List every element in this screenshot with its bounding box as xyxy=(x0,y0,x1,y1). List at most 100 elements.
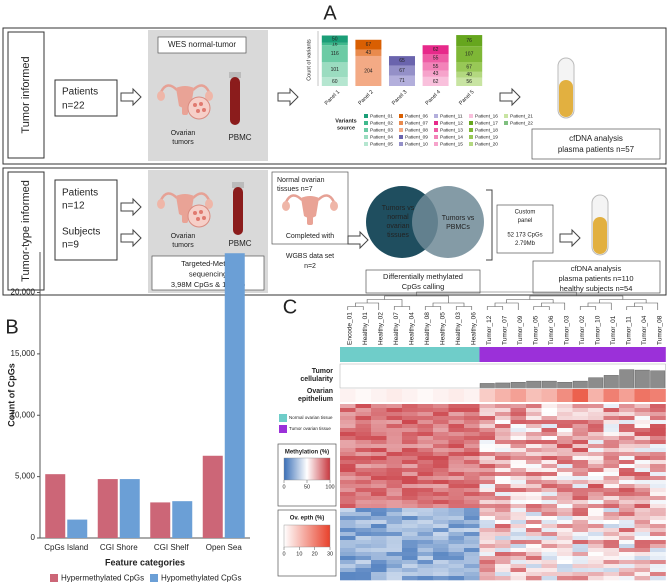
heatmap-cell xyxy=(541,540,558,545)
heatmap-cell xyxy=(386,428,403,433)
heatmap-cell xyxy=(619,444,635,449)
heatmap-cell xyxy=(433,440,449,445)
heatmap-cell xyxy=(588,476,604,481)
heatmap-cell xyxy=(572,436,589,441)
heatmap-cell xyxy=(433,548,449,553)
heatmap-cell xyxy=(355,476,372,481)
heatmap-cell xyxy=(650,428,666,433)
heatmap-cell xyxy=(526,488,542,493)
heatmap-cell xyxy=(572,532,589,537)
heatmap-cell xyxy=(510,508,527,513)
heatmap-cell xyxy=(603,476,620,481)
legend-label: Patient_09 xyxy=(405,134,428,140)
heatmap-cell xyxy=(355,504,372,509)
epithelium-cell xyxy=(510,389,527,402)
label: panel xyxy=(518,218,533,224)
heatmap-cell xyxy=(557,412,573,417)
heatmap-cell xyxy=(464,548,480,553)
heatmap-cell xyxy=(588,564,604,569)
heatmap-cell xyxy=(402,496,418,501)
heatmap-cell xyxy=(588,508,604,513)
heatmap-cell xyxy=(448,572,465,577)
heatmap-cell xyxy=(510,564,527,569)
heatmap-cell xyxy=(371,556,387,561)
heatmap-cell xyxy=(603,548,620,553)
bar-segment xyxy=(422,54,449,63)
heatmap-cell xyxy=(448,444,465,449)
plasma-tube xyxy=(591,194,609,256)
bar-segment xyxy=(321,35,348,43)
heatmap-cell xyxy=(650,560,666,565)
x-tick-label: CGI Shore xyxy=(100,543,138,552)
heatmap-cell xyxy=(634,412,651,417)
heatmap-cell xyxy=(464,504,480,509)
heatmap-cell xyxy=(572,512,589,517)
heatmap-cell xyxy=(448,504,465,509)
heatmap-cell xyxy=(371,408,387,413)
heatmap-cell xyxy=(650,488,666,493)
heatmap-cell xyxy=(603,432,620,437)
heatmap-cell xyxy=(650,452,666,457)
heatmap-cell xyxy=(433,500,449,505)
heatmap-cell xyxy=(619,480,635,485)
heatmap-cell xyxy=(557,532,573,537)
heatmap-cell xyxy=(619,512,635,517)
label: n=2 xyxy=(304,263,316,270)
heatmap-cell xyxy=(510,568,527,573)
heatmap-cell xyxy=(541,472,558,477)
heatmap-cell xyxy=(495,556,511,561)
heatmap-cell xyxy=(495,492,511,497)
heatmap-cell xyxy=(386,476,403,481)
dendrogram xyxy=(579,306,597,310)
pbmc-tube xyxy=(229,72,241,125)
legend-swatch xyxy=(469,114,473,118)
sample-label: Healthy_08 xyxy=(424,312,431,345)
value-label: 50 xyxy=(332,37,338,43)
heatmap-cell xyxy=(371,576,387,581)
heatmap-cell xyxy=(417,568,434,573)
bracket xyxy=(486,189,493,261)
heatmap-cell xyxy=(402,416,418,421)
heatmap-cell xyxy=(510,540,527,545)
cellularity-bar xyxy=(572,380,588,389)
heatmap-cell xyxy=(355,496,372,501)
heatmap-cell xyxy=(572,408,589,413)
heatmap-cell xyxy=(634,572,651,577)
heatmap-cell xyxy=(402,464,418,469)
heatmap-cell xyxy=(588,532,604,537)
heatmap-cell xyxy=(448,556,465,561)
value-label: 204 xyxy=(364,68,373,74)
heatmap-cell xyxy=(619,528,635,533)
sample-label: Healthy_04 xyxy=(408,312,415,345)
heatmap-cell xyxy=(371,448,387,453)
heatmap-cell xyxy=(634,476,651,481)
heatmap-cell xyxy=(510,548,527,553)
heatmap-cell xyxy=(448,484,465,489)
heatmap-cell xyxy=(557,544,573,549)
legend-swatch xyxy=(50,574,58,582)
heatmap-cell xyxy=(495,420,511,425)
dendrogram xyxy=(529,295,624,300)
heatmap-cell xyxy=(448,404,465,409)
heatmap-cell xyxy=(588,540,604,545)
heatmap-cell xyxy=(355,412,372,417)
legend-label: Patient_16 xyxy=(475,113,498,119)
heatmap-cell xyxy=(572,536,589,541)
heatmap-cell xyxy=(526,512,542,517)
bar-segment xyxy=(389,65,415,76)
heatmap-cell xyxy=(603,492,620,497)
heatmap-cell xyxy=(417,468,434,473)
heatmap-cell xyxy=(448,548,465,553)
legend-swatch xyxy=(364,142,368,146)
heatmap-cell xyxy=(433,552,449,557)
heatmap-cell xyxy=(572,540,589,545)
heatmap-cell xyxy=(619,420,635,425)
heatmap-cell xyxy=(634,472,651,477)
heatmap-cell xyxy=(634,432,651,437)
heatmap-cell xyxy=(433,448,449,453)
value-label: 62 xyxy=(433,47,439,53)
heatmap-cell xyxy=(619,464,635,469)
heatmap-cell xyxy=(433,536,449,541)
heatmap-cell xyxy=(619,540,635,545)
heatmap-cell xyxy=(603,436,620,441)
